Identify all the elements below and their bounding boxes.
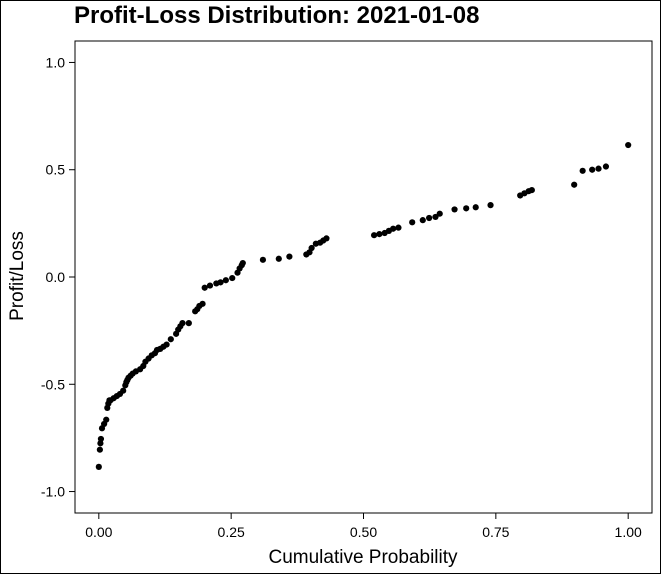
y-tick-label: -1.0: [41, 484, 65, 500]
data-point: [120, 387, 127, 394]
data-point: [409, 219, 416, 226]
data-point: [239, 259, 246, 267]
data-point: [323, 235, 330, 242]
data-point: [528, 187, 535, 194]
data-point: [275, 255, 282, 262]
y-axis-title: Profit/Loss: [7, 231, 28, 321]
x-axis-title: Cumulative Probability: [268, 547, 458, 568]
data-point: [229, 274, 236, 282]
data-point: [370, 232, 378, 239]
data-point: [376, 230, 383, 238]
data-point: [436, 210, 443, 217]
data-point: [432, 213, 439, 221]
x-axis: 0.00 0.25 0.50 0.75 1.00: [85, 513, 642, 540]
data-point: [163, 341, 170, 348]
data-point: [419, 217, 426, 224]
data-point: [308, 244, 315, 252]
y-tick-label: -0.5: [41, 376, 65, 392]
data-point: [625, 141, 632, 149]
x-tick-label: 0.25: [218, 524, 245, 540]
data-point: [579, 167, 586, 174]
data-point: [595, 165, 602, 172]
y-axis: -1.0 -0.5 0.0 0.5 1.0: [41, 54, 75, 500]
data-point: [426, 214, 433, 222]
data-point: [395, 224, 402, 231]
data-point: [103, 416, 110, 423]
data-point: [589, 166, 596, 173]
y-tick-label: 0.0: [46, 269, 66, 285]
y-tick-label: 0.5: [46, 162, 66, 178]
data-point: [217, 279, 224, 286]
data-point: [96, 446, 103, 453]
data-point: [451, 206, 458, 213]
data-point: [167, 336, 174, 343]
data-point: [487, 202, 494, 209]
data-point: [463, 205, 470, 212]
data-point: [390, 225, 397, 232]
data-point: [206, 282, 214, 289]
data-point: [259, 256, 267, 263]
x-tick-label: 0.75: [482, 524, 509, 540]
data-point: [179, 320, 186, 327]
data-point: [97, 435, 105, 443]
data-point: [286, 253, 293, 260]
data-point: [185, 320, 192, 327]
x-tick-label: 0.00: [85, 524, 112, 540]
x-tick-label: 0.50: [350, 524, 377, 540]
data-point: [222, 277, 229, 284]
chart-title: Profit-Loss Distribution: 2021-01-08: [74, 2, 480, 29]
data-point: [571, 181, 578, 188]
data-point: [602, 163, 610, 170]
data-point: [95, 463, 102, 470]
data-point: [199, 300, 206, 307]
x-tick-label: 1.00: [615, 524, 642, 540]
data-points: [95, 141, 632, 470]
plot-area: [74, 40, 653, 514]
data-point: [472, 204, 479, 211]
y-tick-label: 1.0: [46, 54, 66, 70]
data-point: [201, 284, 208, 291]
